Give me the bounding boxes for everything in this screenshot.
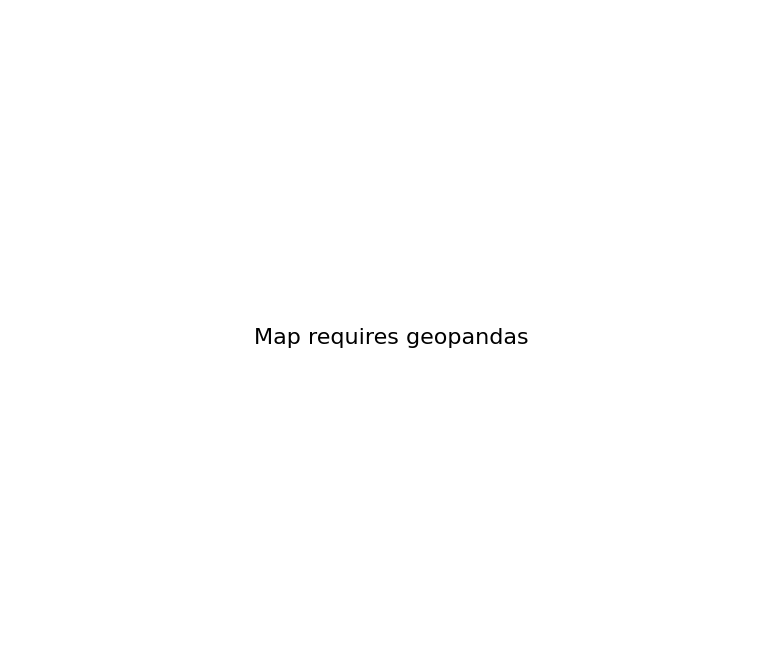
Text: Map requires geopandas: Map requires geopandas — [254, 328, 529, 348]
